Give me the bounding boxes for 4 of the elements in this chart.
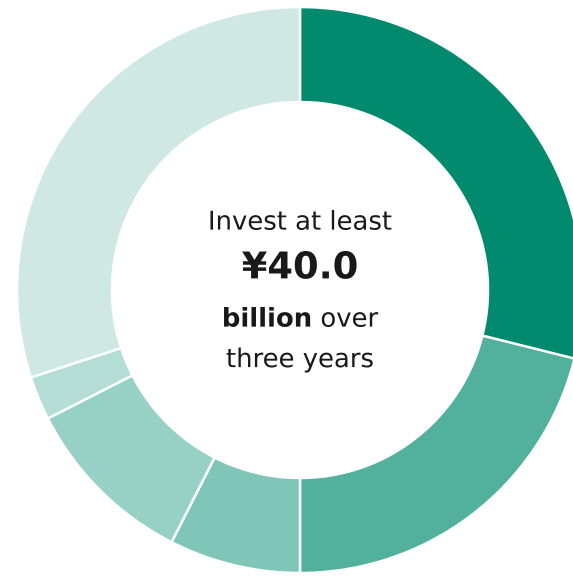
text: three years bbox=[226, 347, 373, 373]
text: ¥40.0 bbox=[242, 251, 357, 279]
text: Invest at least bbox=[210, 210, 392, 230]
text: billion over bbox=[224, 306, 378, 328]
